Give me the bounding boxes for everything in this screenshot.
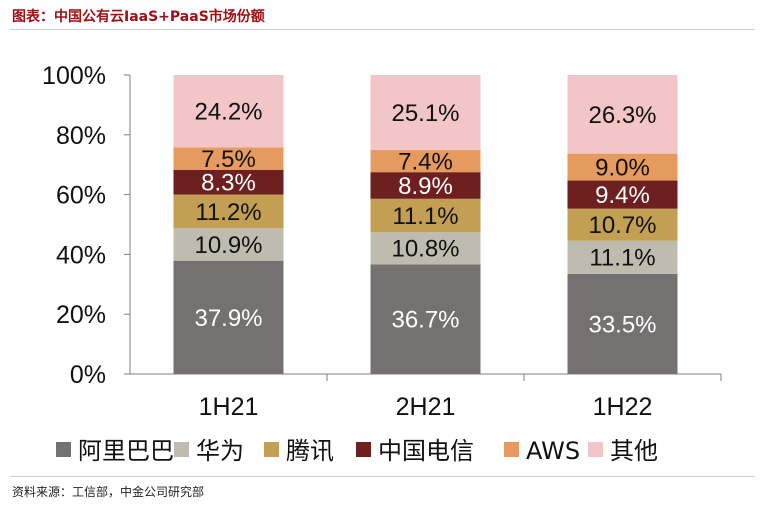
bar-segment: [567, 240, 678, 274]
data-label: 36.7%: [391, 307, 459, 334]
bar-segment: [567, 75, 678, 154]
y-tick-label: 40%: [56, 241, 106, 269]
data-label: 37.9%: [194, 305, 262, 332]
data-label: 10.8%: [391, 236, 459, 263]
data-label: 10.7%: [588, 212, 656, 239]
chart-title: 图表：中国公有云IaaS+PaaS市场份额: [12, 9, 265, 25]
y-tick-label: 60%: [56, 182, 106, 210]
title-divider: [10, 29, 755, 30]
bar-segment: [173, 260, 284, 374]
data-label: 25.1%: [391, 100, 459, 127]
data-label: 10.9%: [194, 232, 262, 259]
bar-segment: [567, 180, 678, 209]
x-tick-label: 1H21: [199, 393, 259, 421]
legend-swatch: [174, 442, 189, 457]
legend-swatch: [504, 442, 519, 457]
legend-swatch: [356, 442, 371, 457]
y-tick-label: 100%: [42, 62, 106, 90]
y-tick-label: 80%: [56, 122, 106, 150]
bar-segment: [567, 208, 678, 241]
bar-segment: [567, 273, 678, 374]
data-label: 8.3%: [201, 170, 256, 197]
legend-label: 华为: [196, 437, 244, 465]
x-tick-label: 1H22: [593, 393, 653, 421]
data-label: 33.5%: [588, 311, 656, 338]
data-label: 9.0%: [595, 155, 650, 182]
bar-segment: [173, 228, 284, 261]
legend-label: 其他: [610, 437, 658, 465]
data-label: 8.9%: [398, 173, 453, 200]
source-note: 资料来源：工信部，中金公司研究部: [12, 485, 205, 499]
x-tick-label: 2H21: [396, 393, 456, 421]
bar-segment: [370, 231, 481, 265]
y-tick-label: 0%: [70, 361, 106, 389]
data-label: 7.4%: [398, 149, 453, 176]
legend-label: 阿里巴巴: [78, 437, 174, 465]
bar-segment: [173, 75, 284, 148]
y-tick-label: 20%: [56, 301, 106, 329]
legend-label: 腾讯: [286, 437, 334, 465]
data-label: 11.1%: [589, 245, 655, 272]
legend-swatch: [264, 442, 279, 457]
bar-segment: [567, 153, 678, 181]
legend-label: 中国电信: [378, 437, 474, 465]
legend-swatch: [56, 442, 71, 457]
bar-segment: [370, 172, 481, 199]
bar-segment: [173, 169, 284, 195]
data-label: 11.2%: [195, 199, 261, 226]
bar-segment: [173, 194, 284, 229]
bar-segment: [370, 150, 481, 173]
data-label: 11.1%: [392, 203, 458, 230]
bar-segment: [370, 198, 481, 232]
data-label: 9.4%: [595, 182, 650, 209]
data-label: 24.2%: [194, 99, 262, 126]
legend-swatch: [588, 442, 603, 457]
bar-segment: [370, 264, 481, 374]
bar-segment: [173, 147, 284, 170]
bar-segment: [370, 75, 481, 151]
data-label: 26.3%: [588, 102, 656, 129]
legend-label: AWS: [526, 437, 580, 465]
footer-divider: [10, 476, 755, 477]
data-label: 7.5%: [201, 146, 256, 173]
